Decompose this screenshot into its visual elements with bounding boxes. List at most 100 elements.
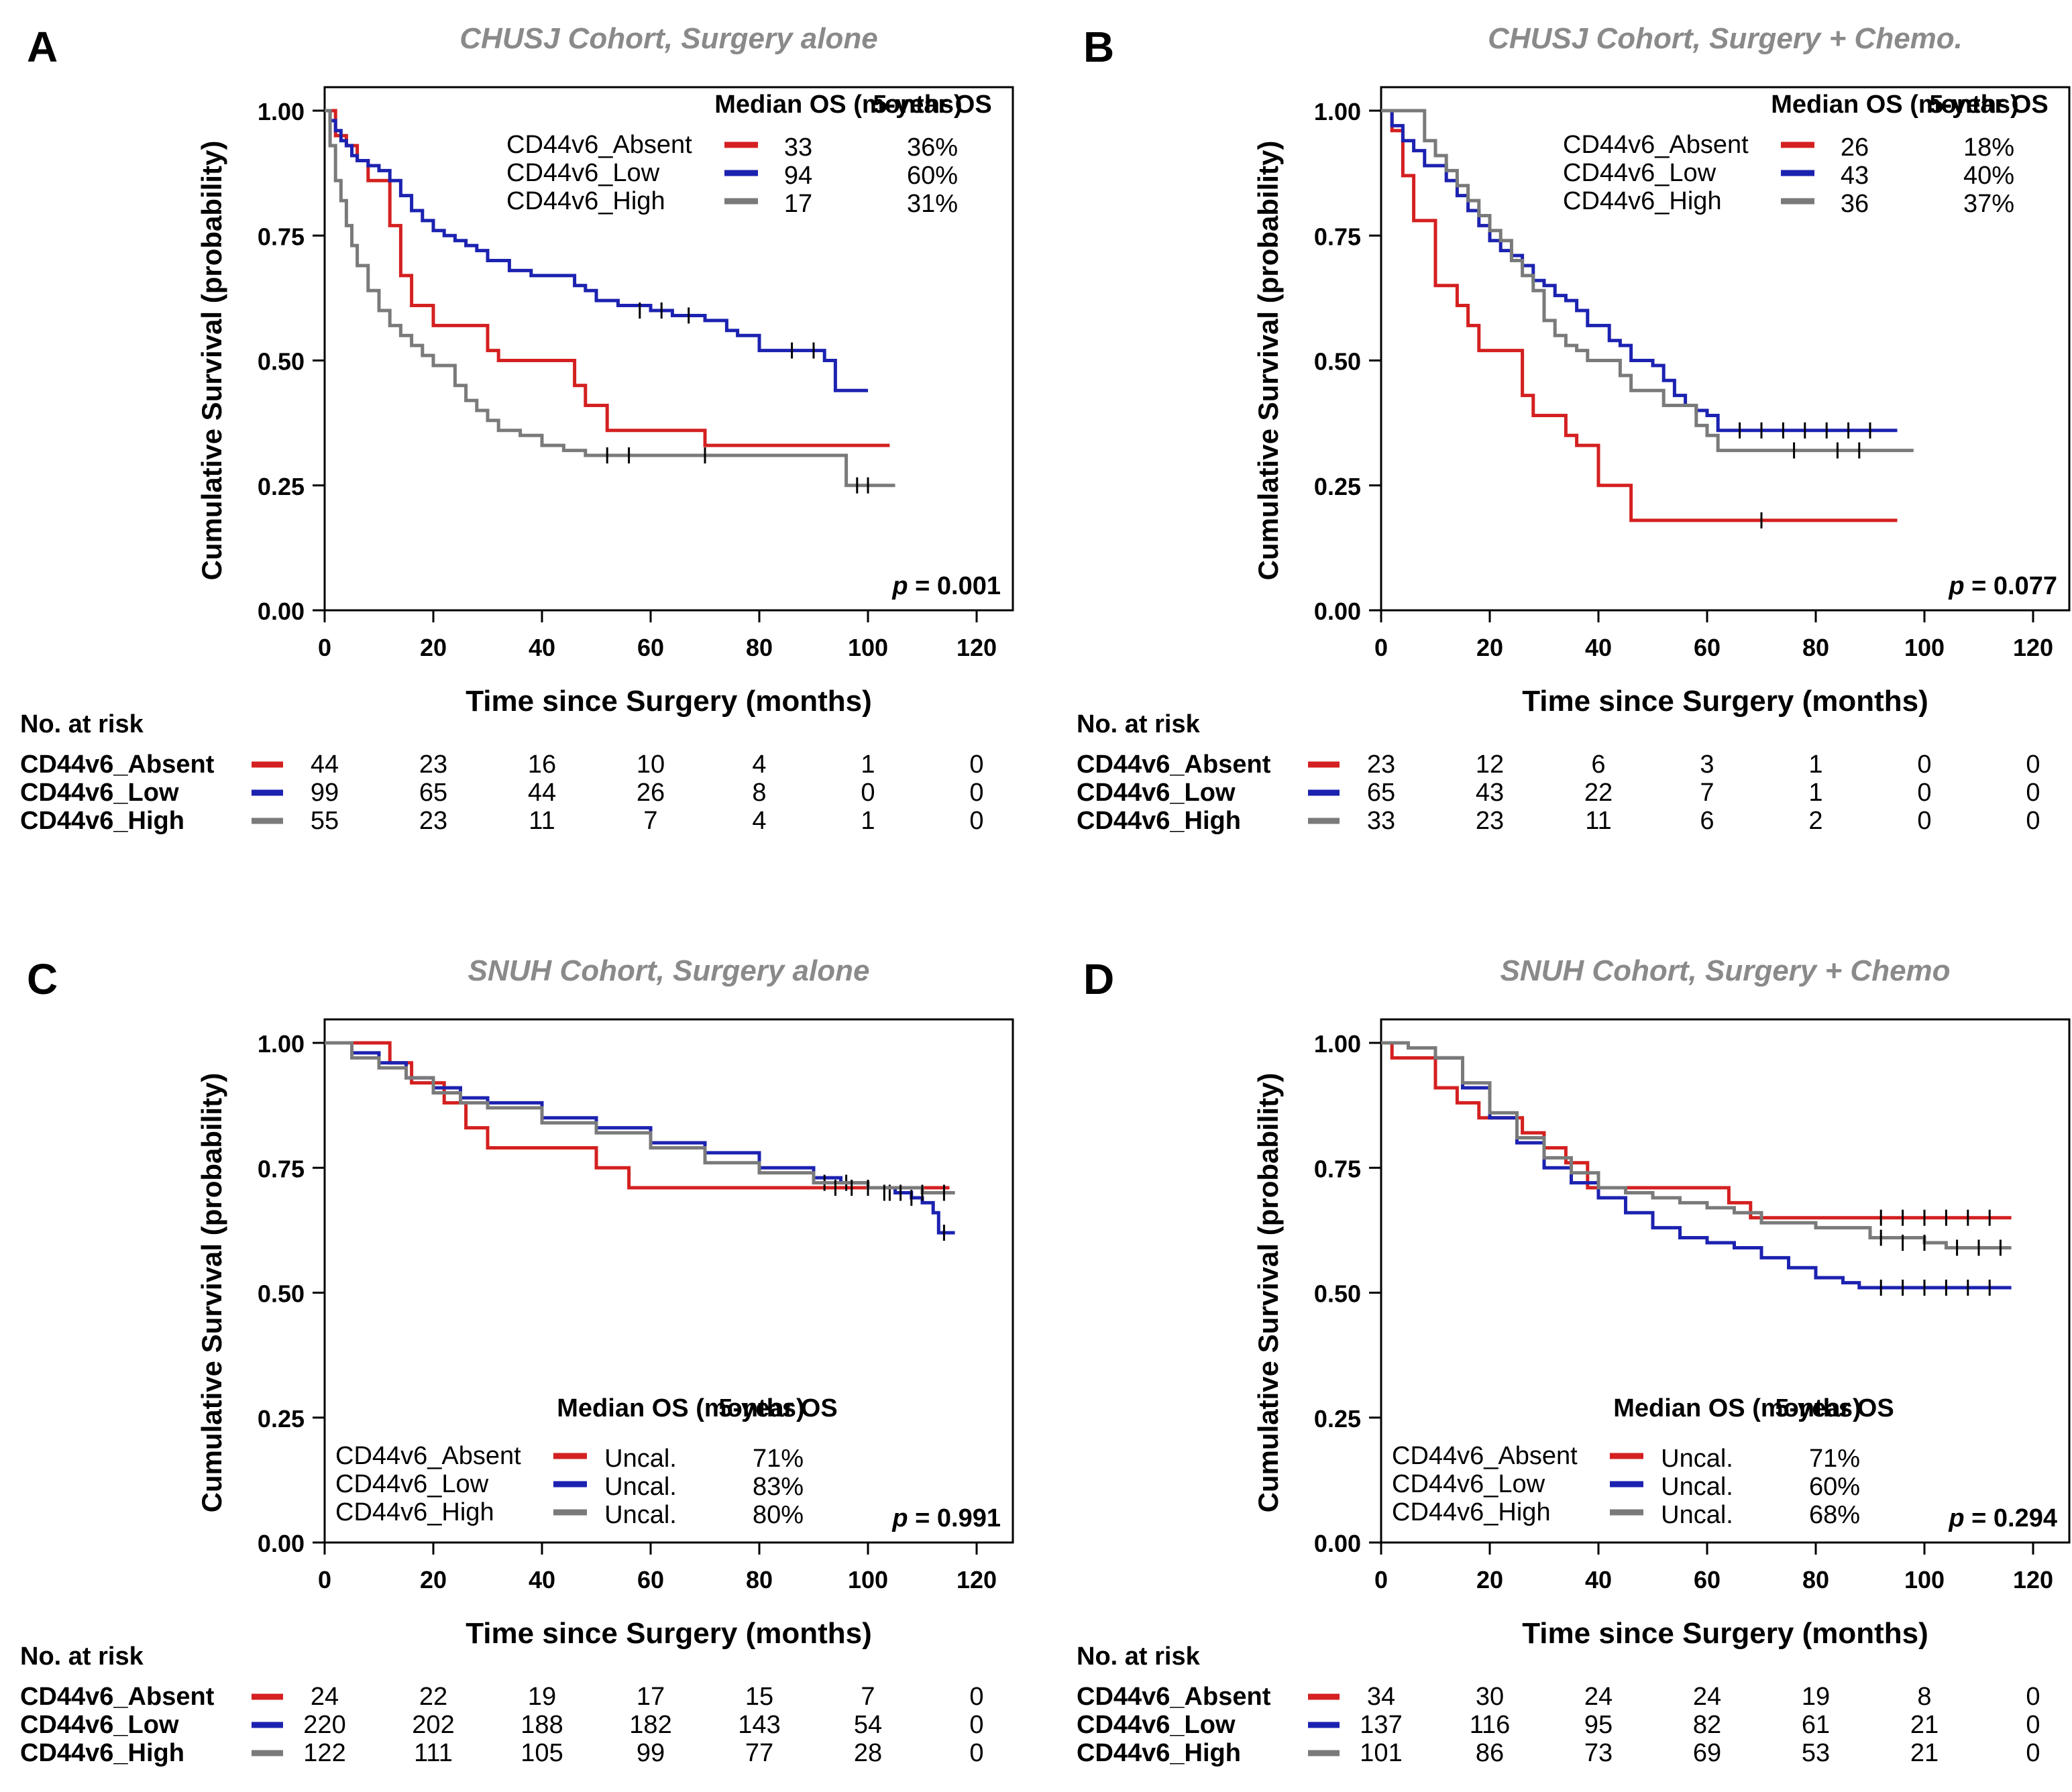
panel-c: C SNUH Cohort, Surgery alone 0.00 0.25 0.50 0… [20,954,1014,1767]
legend-header-5yr: 5-year OS [1929,91,2048,119]
legend-five-year: 31% [907,190,958,218]
at-risk-value: 24 [1693,1683,1721,1711]
y-tick-label: 0.75 [258,1155,305,1182]
x-tick-label: 60 [637,634,664,661]
at-risk-value: 19 [1802,1683,1830,1711]
at-risk-value: 7 [861,1683,875,1711]
survival-curve-absent [325,109,890,447]
at-risk-value: 33 [1367,807,1395,835]
x-tick-label: 40 [529,634,555,661]
at-risk-value: 11 [1585,807,1611,835]
at-risk-value: 11 [529,807,555,835]
at-risk-value: 202 [412,1711,454,1739]
at-risk-label: CD44v6_High [1077,1739,1241,1767]
at-risk-value: 22 [1584,779,1613,807]
at-risk-value: 23 [419,750,447,779]
x-tick-label: 40 [1585,1566,1612,1593]
survival-curve-absent [1381,1041,2012,1220]
y-tick-label: 1.00 [258,98,305,125]
x-tick-label: 80 [746,634,773,661]
at-risk-value: 77 [745,1739,773,1767]
at-risk-value: 95 [1584,1711,1613,1739]
at-risk-value: 30 [1476,1683,1504,1711]
survival-curve-absent [325,1041,950,1190]
y-tick-label: 0.50 [1314,348,1361,376]
x-tick-label: 100 [848,1566,888,1593]
at-risk-value: 0 [969,807,983,835]
y-tick-label: 0.25 [258,473,305,500]
at-risk-value: 21 [1910,1711,1939,1739]
at-risk-value: 0 [2026,750,2040,779]
x-tick-label: 120 [2013,634,2053,661]
x-tick-label: 100 [1904,634,1945,661]
y-tick-label: 0.50 [258,348,305,376]
survival-curve-high [325,109,895,488]
x-axis-label: Time since Surgery (months) [1522,685,1928,718]
legend-label: CD44v6_Absent [1563,131,1749,159]
legend-header-5yr: 5-year OS [873,91,991,119]
at-risk-label: CD44v6_Low [1077,779,1236,807]
y-tick-label: 0.25 [258,1405,305,1433]
legend-label: CD44v6_Absent [1392,1442,1578,1470]
legend-five-year: 60% [1809,1473,1860,1501]
x-tick-label: 0 [318,1566,331,1593]
p-value: p = 0.991 [891,1504,1001,1532]
p-value-number: = 0.991 [908,1504,1001,1532]
legend-five-year: 83% [753,1473,804,1501]
p-value-symbol: p [891,1504,908,1532]
at-risk-value: 0 [2026,779,2040,807]
at-risk-value: 8 [1917,1683,1931,1711]
at-risk-value: 1 [1808,779,1822,807]
legend-header-median: Median OS (months) [557,1394,804,1422]
at-risk-label: CD44v6_Low [1077,1711,1236,1739]
at-risk-value: 44 [311,750,339,779]
at-risk-value: 8 [752,779,766,807]
y-tick-label: 0.50 [258,1280,305,1308]
x-tick-label: 60 [637,1566,664,1593]
at-risk-value: 0 [969,779,983,807]
panel-title: CHUSJ Cohort, Surgery + Chemo. [1488,22,1963,55]
panel-d: D SNUH Cohort, Surgery + Chemo 0.00 0.25 0.5… [1077,954,2071,1767]
legend-five-year: 68% [1809,1501,1860,1529]
panel-b: B CHUSJ Cohort, Surgery + Chemo. 0.00 0.25 0… [1077,22,2071,835]
p-value: p = 0.001 [891,572,1001,600]
plot-frame [1380,1018,2071,1544]
panel-title: CHUSJ Cohort, Surgery alone [459,22,877,55]
at-risk-value: 15 [745,1683,773,1711]
p-value-symbol: p [891,572,908,600]
at-risk-label: CD44v6_Absent [1077,1683,1271,1711]
x-tick-label: 60 [1694,1566,1721,1593]
at-risk-value: 19 [528,1683,556,1711]
panel-letter: B [1083,23,1114,71]
at-risk-value: 26 [637,779,665,807]
at-risk-label: CD44v6_High [20,807,184,835]
at-risk-value: 0 [861,779,875,807]
at-risk-label: CD44v6_High [1077,807,1241,835]
at-risk-value: 1 [1808,750,1822,779]
y-axis-label: Cumulative Survival (probability) [1252,141,1284,581]
x-tick-label: 20 [1476,634,1503,661]
legend-median: 43 [1841,162,1869,190]
at-risk-value: 116 [1470,1711,1511,1739]
at-risk-value: 182 [629,1711,671,1739]
legend-label: CD44v6_Low [1563,159,1716,187]
at-risk-title: No. at risk [20,1642,144,1671]
legend-label: CD44v6_Absent [335,1442,521,1470]
plot-frame [1380,86,2071,612]
x-tick-label: 80 [1802,1566,1829,1593]
at-risk-value: 111 [414,1739,453,1767]
at-risk-value: 10 [637,750,665,779]
legend-header-median: Median OS (months) [1771,91,2018,119]
survival-curve-high [1381,1041,2012,1249]
x-tick-label: 120 [957,634,997,661]
at-risk-value: 65 [1367,779,1395,807]
legend-median: 26 [1841,133,1869,162]
y-tick-label: 0.00 [258,1530,305,1557]
legend-median: Uncal. [604,1473,677,1501]
y-tick-label: 0.00 [1314,598,1361,625]
x-tick-label: 0 [1374,1566,1388,1593]
survival-curve-low [1381,1041,2012,1290]
panel-letter: D [1083,955,1114,1003]
at-risk-label: CD44v6_Absent [1077,750,1271,779]
